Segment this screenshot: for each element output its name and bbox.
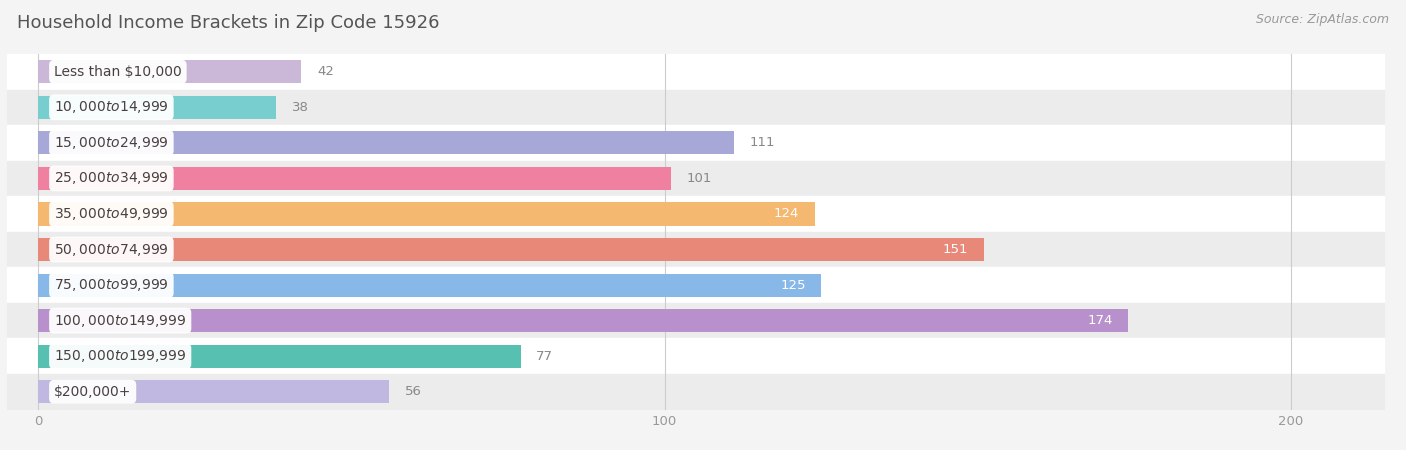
Bar (38, 167, 671, 190)
Text: $10,000 to $14,999: $10,000 to $14,999 (53, 99, 169, 115)
Text: Less than $10,000: Less than $10,000 (53, 65, 181, 79)
Bar (7, 90, 1385, 125)
Bar (7, 54, 1385, 90)
Bar (7, 374, 1385, 410)
Bar (38, 309, 1128, 332)
Text: $25,000 to $34,999: $25,000 to $34,999 (53, 171, 169, 186)
Bar (7, 161, 1385, 196)
Text: $75,000 to $99,999: $75,000 to $99,999 (53, 277, 169, 293)
Text: 174: 174 (1087, 314, 1112, 327)
Text: 77: 77 (536, 350, 554, 363)
Bar (38, 345, 520, 368)
Text: 125: 125 (780, 279, 806, 292)
Bar (38, 380, 389, 403)
Text: $15,000 to $24,999: $15,000 to $24,999 (53, 135, 169, 151)
Text: $150,000 to $199,999: $150,000 to $199,999 (53, 348, 187, 364)
Text: 56: 56 (405, 385, 422, 398)
Text: 101: 101 (686, 172, 711, 185)
Bar (7, 125, 1385, 161)
Bar (38, 131, 734, 154)
Bar (38, 202, 815, 225)
Bar (7, 232, 1385, 267)
Bar (7, 303, 1385, 338)
Text: 111: 111 (749, 136, 775, 149)
Bar (38, 60, 301, 83)
Bar (7, 267, 1385, 303)
Text: 151: 151 (943, 243, 969, 256)
Bar (38, 238, 984, 261)
Bar (38, 96, 277, 119)
Bar (7, 196, 1385, 232)
Text: Household Income Brackets in Zip Code 15926: Household Income Brackets in Zip Code 15… (17, 14, 439, 32)
Text: 42: 42 (318, 65, 335, 78)
Bar (38, 274, 821, 297)
Bar (7, 338, 1385, 374)
Text: Source: ZipAtlas.com: Source: ZipAtlas.com (1256, 14, 1389, 27)
Text: $100,000 to $149,999: $100,000 to $149,999 (53, 313, 187, 328)
Text: $200,000+: $200,000+ (53, 385, 131, 399)
Text: $35,000 to $49,999: $35,000 to $49,999 (53, 206, 169, 222)
Text: $50,000 to $74,999: $50,000 to $74,999 (53, 242, 169, 257)
Text: 38: 38 (292, 101, 309, 114)
Text: 124: 124 (773, 207, 799, 220)
